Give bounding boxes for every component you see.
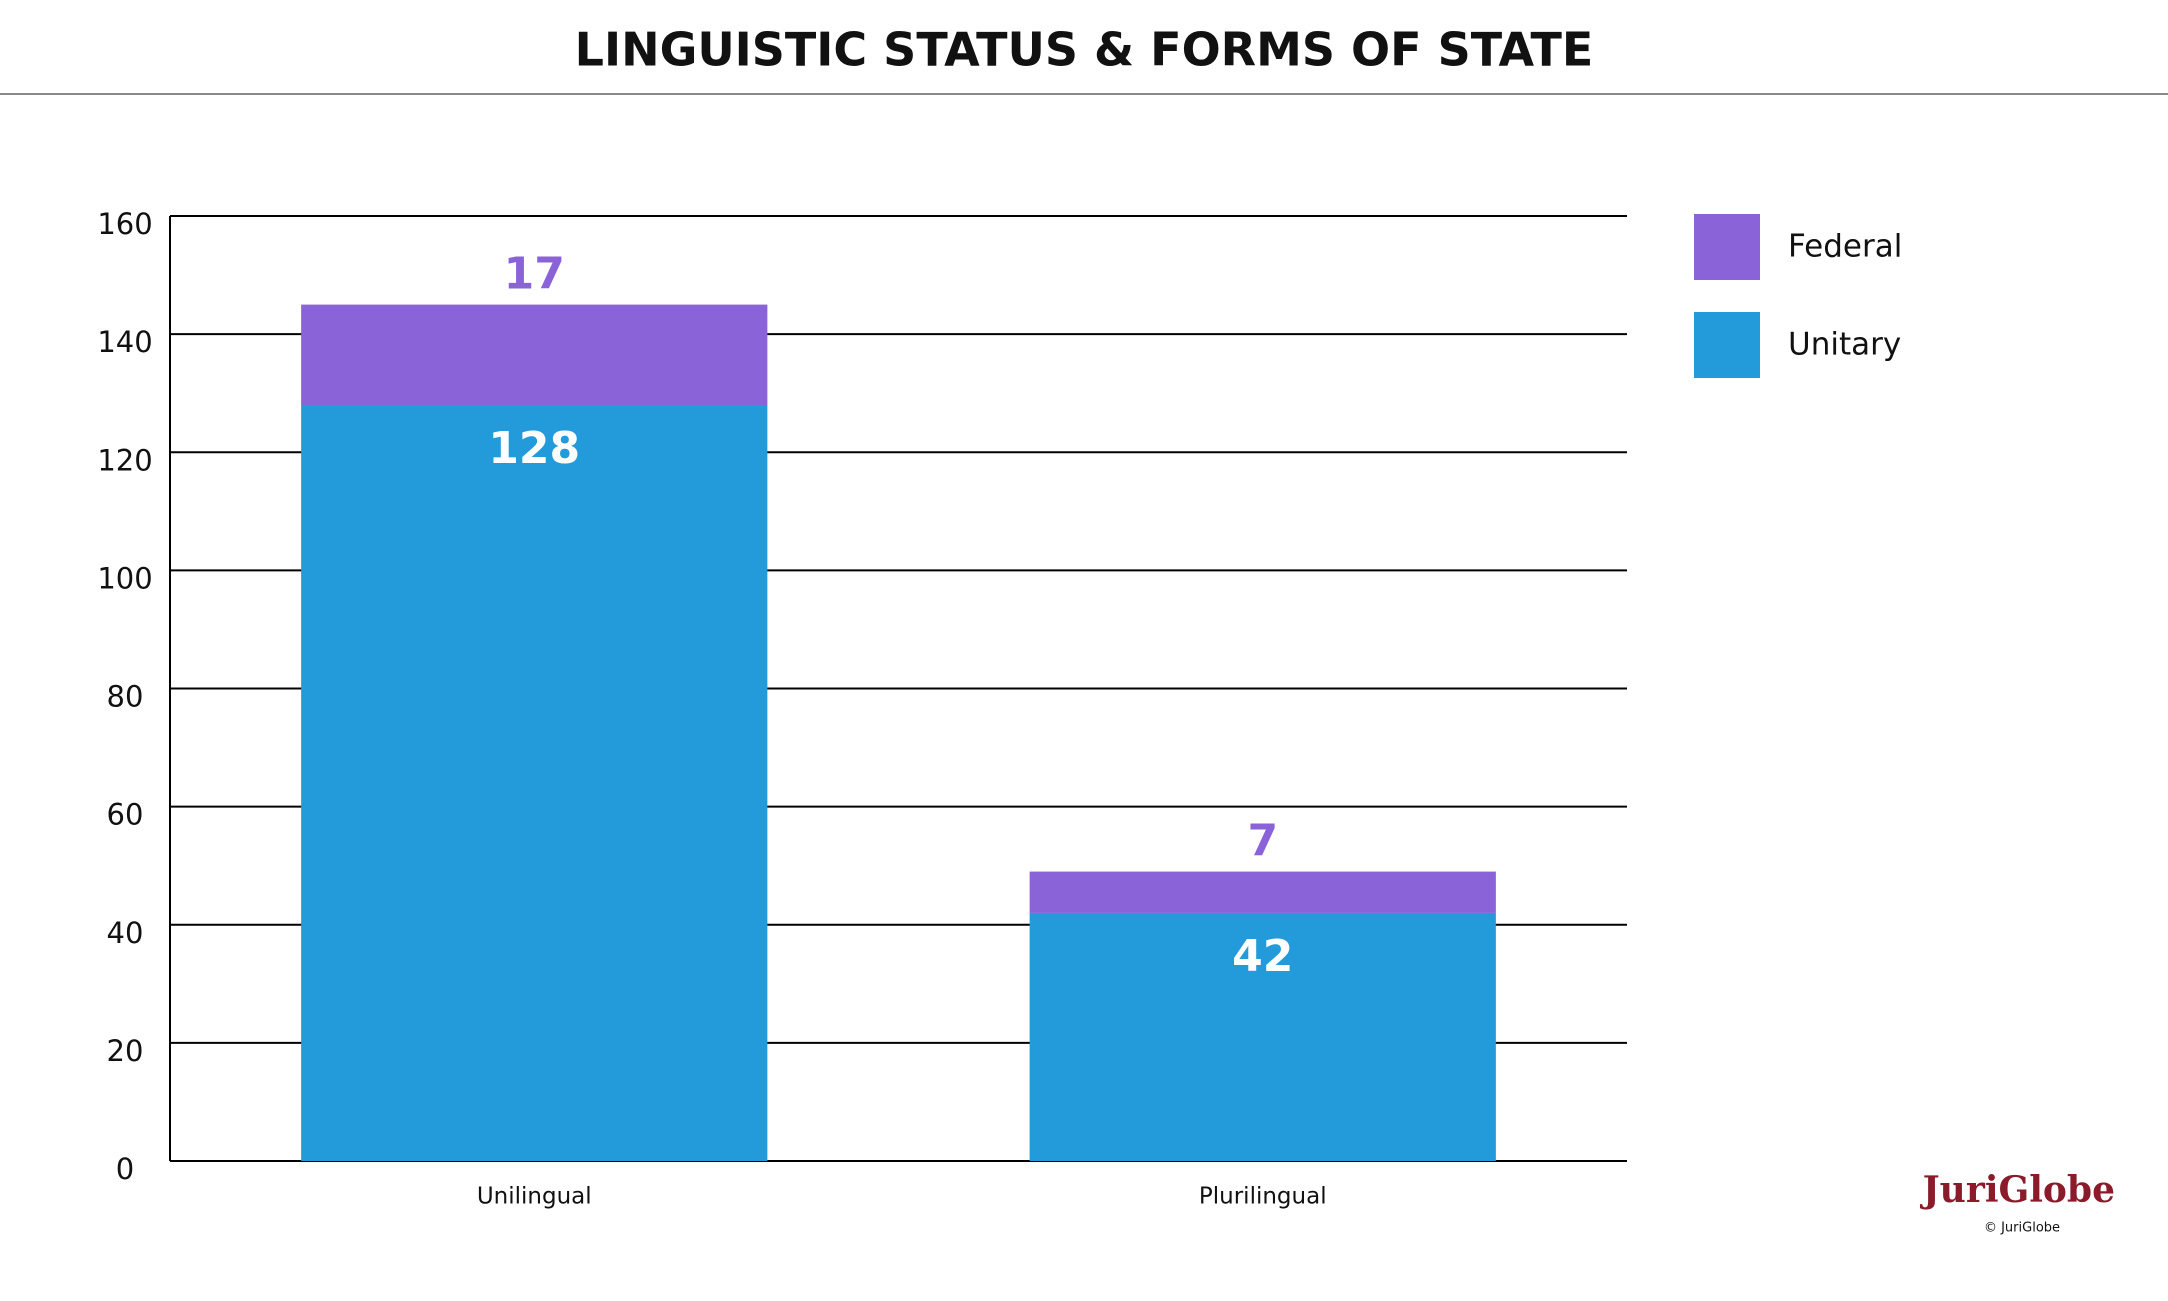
y-tick-label: 40 [107, 916, 144, 950]
bar-segment [1029, 871, 1496, 913]
y-tick-label: 60 [107, 798, 144, 832]
chart-title: LINGUISTIC STATUS & FORMS OF STATE [575, 23, 1594, 77]
legend-swatch [1694, 312, 1760, 378]
legend-swatch [1694, 214, 1760, 280]
legend-label: Federal [1788, 229, 1902, 265]
y-tick-label: 80 [107, 680, 144, 714]
value-label: 17 [504, 249, 565, 300]
bar-segment [301, 405, 768, 1161]
value-label: 42 [1232, 931, 1293, 982]
bar-segment [301, 304, 768, 405]
legend-label: Unitary [1788, 327, 1901, 363]
value-label: 128 [488, 423, 580, 474]
y-tick-label: 120 [97, 443, 152, 477]
y-tick-label: 20 [107, 1034, 144, 1068]
x-tick-label: Unilingual [477, 1184, 592, 1210]
copyright: © JuriGlobe [1984, 1221, 2060, 1236]
x-tick-label: Plurilingual [1199, 1184, 1327, 1210]
y-tick-label: 100 [97, 561, 152, 595]
y-tick-label: 160 [97, 207, 152, 241]
bar-segment [1029, 912, 1496, 1161]
y-tick-label: 140 [97, 325, 152, 359]
y-tick-label: 0 [116, 1152, 134, 1186]
logo: JuriGlobe [1920, 1169, 2115, 1211]
value-label: 7 [1247, 816, 1278, 867]
